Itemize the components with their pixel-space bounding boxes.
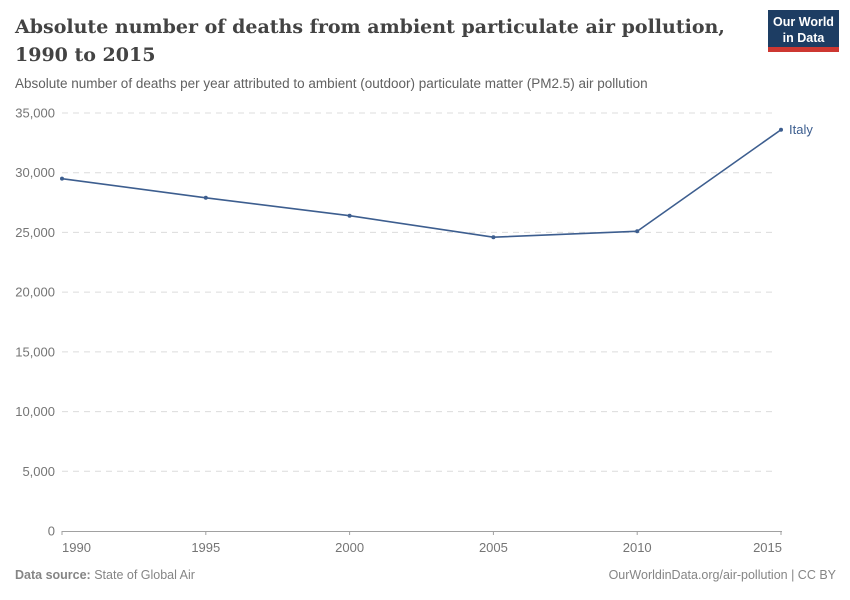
y-axis-label: 0 [48,524,55,539]
y-axis-label: 25,000 [15,225,55,240]
y-axis-label: 10,000 [15,404,55,419]
y-axis-label: 5,000 [22,464,55,479]
x-axis-label: 1990 [62,540,91,555]
data-source-label: Data source: [15,568,91,582]
owid-logo-line2: in Data [782,30,825,45]
data-line[interactable] [61,128,782,239]
data-point[interactable] [60,176,64,181]
data-point[interactable] [635,229,640,234]
data-point[interactable] [203,195,208,200]
y-axis-label: 15,000 [15,344,55,359]
attribution-link[interactable]: OurWorldinData.org/air-pollution | CC BY [608,568,836,582]
y-axis-label: 20,000 [15,285,55,300]
y-axis-label: 30,000 [15,165,55,180]
x-axis-label: 1995 [191,540,220,555]
data-source-value: State of Global Air [90,568,195,582]
data-point[interactable] [491,235,496,240]
owid-logo-line1: Our World [773,15,834,29]
y-axis-label: 35,000 [15,106,55,121]
owid-logo[interactable]: Our World in Data [768,10,839,52]
chart-subtitle: Absolute number of deaths per year attri… [15,76,648,91]
x-axis-label: 2015 [753,540,782,555]
chart-title: Absolute number of deaths from ambient p… [15,16,725,66]
data-point[interactable] [347,213,352,218]
data-point[interactable] [779,127,783,132]
series-end-label: Italy [789,122,813,137]
x-axis-label: 2010 [623,540,652,555]
x-axis-label: 2000 [335,540,364,555]
data-source: Data source: State of Global Air [15,568,195,582]
x-axis-label: 2005 [479,540,508,555]
